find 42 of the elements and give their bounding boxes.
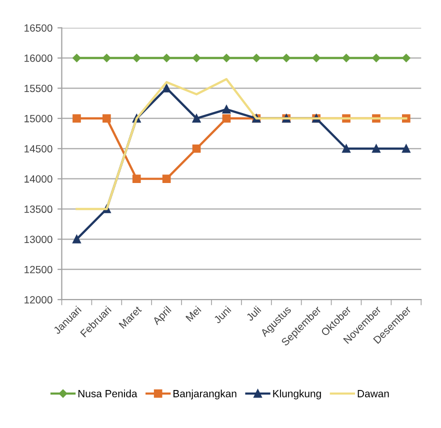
point (102, 114, 111, 123)
x-tick-label: Mei (185, 306, 202, 322)
point (162, 54, 171, 62)
point (372, 144, 380, 153)
y-tick-label: 12500 (24, 266, 52, 274)
point (72, 235, 81, 244)
point (192, 114, 201, 123)
point (372, 54, 380, 62)
y-tick-label: 15000 (24, 114, 52, 122)
point (252, 54, 261, 62)
x-tick-label: Juli (245, 306, 262, 322)
y-tick-label: 16500 (24, 24, 52, 32)
legend-label: Klungkung (273, 390, 321, 400)
y-tick-label: 16000 (24, 54, 52, 62)
point (72, 114, 81, 123)
y-tick-label: 13500 (24, 206, 52, 213)
y-tick-label: 14500 (24, 145, 52, 152)
point (282, 54, 291, 62)
y-tick-label: 13000 (24, 236, 52, 244)
legend-label: Banjarangkan (174, 390, 236, 400)
point (402, 54, 410, 62)
legend-label: Nusa Penida (78, 390, 138, 398)
point (342, 144, 350, 153)
point (132, 174, 141, 183)
x-tick-label: Juni (213, 306, 232, 324)
point (192, 54, 201, 62)
point (102, 54, 111, 62)
point (192, 144, 201, 153)
y-tick-label: 15500 (24, 84, 52, 92)
y-tick-label: 14000 (24, 175, 52, 183)
point (402, 144, 410, 153)
legend-label: Dawan (358, 390, 389, 398)
point (222, 114, 231, 123)
point (222, 105, 231, 114)
point (132, 54, 141, 62)
point (222, 54, 231, 62)
y-tick-label: 12000 (24, 296, 52, 304)
point (162, 84, 171, 92)
point (162, 174, 171, 183)
point (72, 54, 81, 62)
point (342, 54, 350, 62)
point (312, 54, 320, 62)
